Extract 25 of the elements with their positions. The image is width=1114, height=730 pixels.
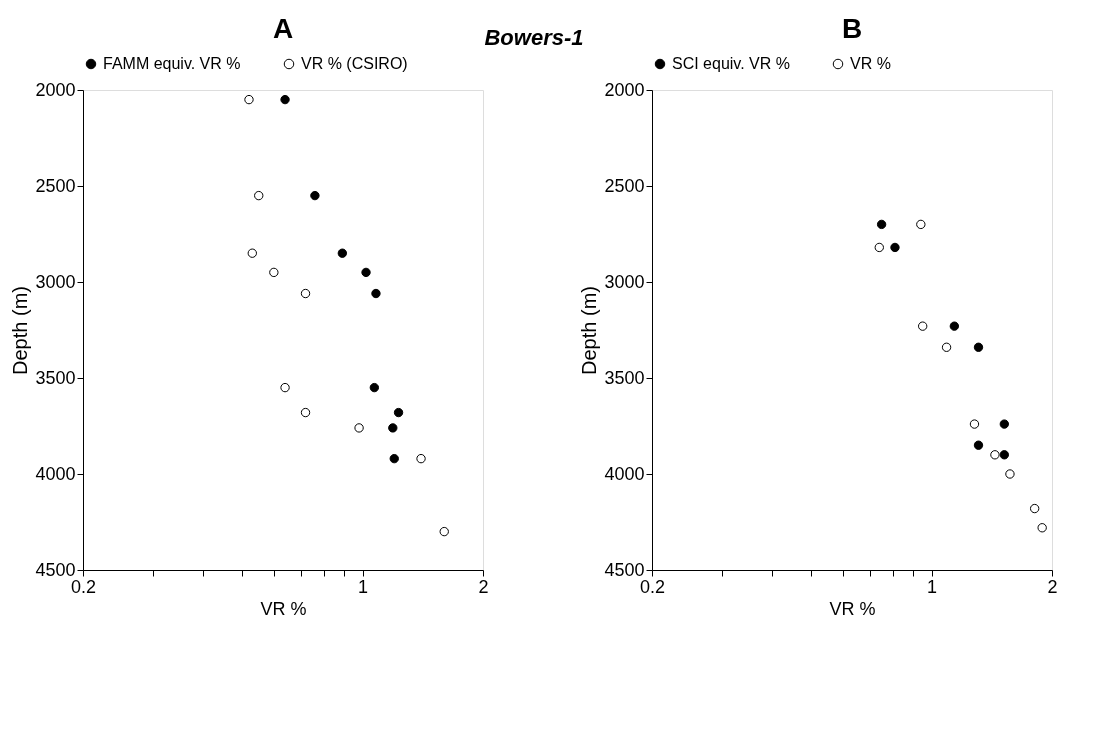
- x-tick-label: 1: [927, 576, 938, 597]
- legend-label: SCI equiv. VR %: [672, 55, 790, 72]
- legend-label: VR % (CSIRO): [301, 55, 408, 72]
- text: Bowers-1: [484, 24, 584, 50]
- y-tick-label: 2500: [604, 175, 645, 196]
- y-axis-title: Depth (m): [9, 286, 32, 375]
- y-tick-label: 4000: [604, 463, 645, 484]
- y-tick-label: 4000: [35, 463, 76, 484]
- y-tick-label: 3500: [604, 367, 645, 388]
- y-axis-title: Depth (m): [578, 286, 601, 375]
- chart-title: B: [841, 13, 863, 44]
- y-tick-label: 3500: [35, 367, 76, 388]
- chart-title: A: [272, 13, 294, 44]
- legend-label: FAMM equiv. VR %: [103, 55, 241, 72]
- y-tick-label: 3000: [35, 271, 76, 292]
- x-tick-label: 2: [478, 576, 489, 597]
- x-axis-title: VR %: [260, 598, 307, 619]
- x-axis-title: VR %: [829, 598, 876, 619]
- y-tick-label: 2500: [35, 175, 76, 196]
- y-tick-label: 2000: [35, 79, 76, 100]
- x-tick-label: 2: [1047, 576, 1058, 597]
- y-tick-label: 2000: [604, 79, 645, 100]
- y-tick-label: 3000: [604, 271, 645, 292]
- x-tick-label: 1: [358, 576, 369, 597]
- legend-label: VR %: [850, 55, 891, 72]
